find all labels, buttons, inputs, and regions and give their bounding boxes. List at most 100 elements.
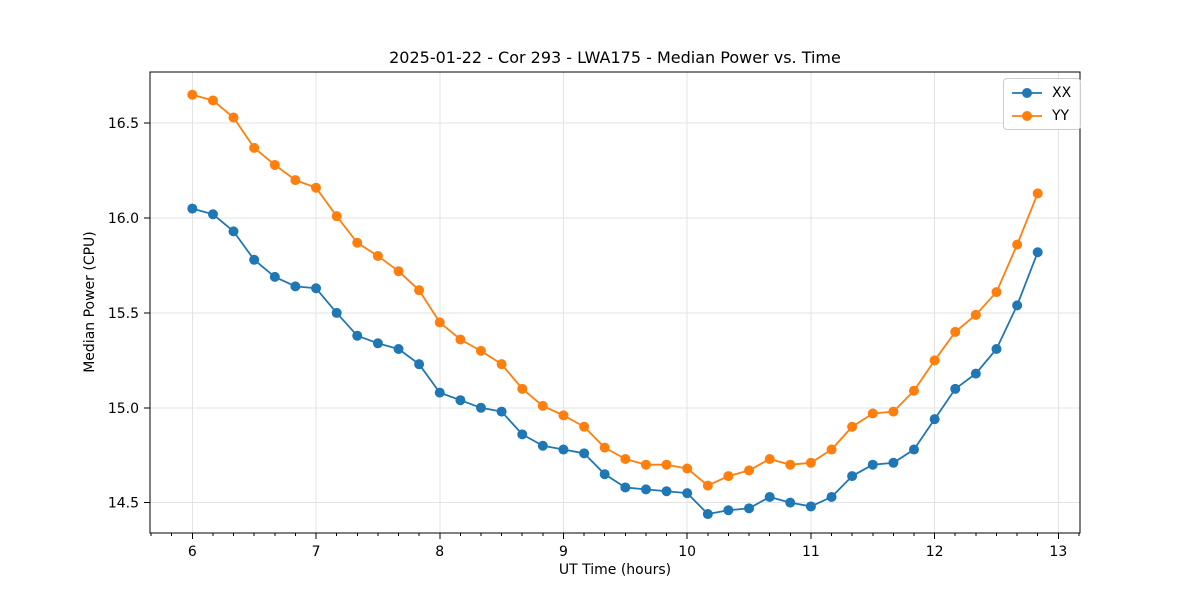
series-xx-marker [847,471,858,482]
series-yy-marker [393,266,404,277]
series-xx-marker [414,359,425,370]
series-yy-marker [414,285,425,296]
x-tick-label: 7 [312,544,321,560]
series-xx-marker [867,459,878,470]
y-tick-label: 16.5 [108,116,139,132]
series-yy-marker [579,421,590,432]
series-xx-marker [805,501,816,512]
x-tick-label: 11 [802,544,820,560]
series-xx-marker [249,254,260,265]
legend-item-yy: YY [1011,105,1071,126]
series-yy-marker [269,159,280,170]
series-xx-marker [826,491,837,502]
series-xx-marker [579,448,590,459]
series-yy-marker [434,317,445,328]
series-yy-marker [950,326,961,337]
series-xx-marker [888,457,899,468]
series-xx-marker [661,486,672,497]
series-xx-marker [950,383,961,394]
series-xx-marker [517,429,528,440]
series-yy-marker [599,442,610,453]
y-tick-label: 14.5 [108,496,139,512]
series-yy-marker [723,471,734,482]
y-tick-label: 15.5 [108,306,139,322]
series-xx-marker [269,271,280,282]
series-yy-marker [496,359,507,370]
series-xx-marker [744,503,755,514]
series-yy-marker [290,175,301,186]
series-xx-marker [228,226,239,237]
series-yy-marker [558,410,569,421]
series-xx-marker [764,491,775,502]
series-xx-marker [434,387,445,398]
series-yy-marker [929,355,940,366]
series-xx-marker [970,368,981,379]
series-xx-marker [785,497,796,508]
series-yy-marker [1012,239,1023,250]
series-yy-marker [249,142,260,153]
series-xx-marker [1032,247,1043,258]
series-yy-marker [785,459,796,470]
series-xx-marker [352,330,363,341]
series-xx-marker [640,484,651,495]
series-xx-marker [290,281,301,292]
plot-border [149,71,1081,534]
series-xx-marker [331,307,342,318]
x-tick-label: 6 [188,544,197,560]
legend: XX YY [1003,78,1082,130]
series-xx-marker [702,509,713,520]
x-tick-label: 10 [678,544,696,560]
series-yy [187,89,1043,491]
series-yy-marker [682,463,693,474]
series-xx-marker [372,338,383,349]
series-xx-marker [929,414,940,425]
series-yy-marker [764,454,775,465]
series-xx-marker [723,505,734,516]
series-yy-marker [620,454,631,465]
series-yy-marker [826,444,837,455]
series-yy-marker [517,383,528,394]
series-xx-marker [311,283,322,294]
series-yy-marker [805,457,816,468]
series-yy-marker [640,459,651,470]
x-tick-label: 12 [926,544,944,560]
series-xx-marker [455,395,466,406]
series-yy-marker [372,251,383,262]
series-yy-marker [228,112,239,123]
x-tick-label: 13 [1049,544,1067,560]
series-xx-marker [682,488,693,499]
series-yy-marker [970,309,981,320]
series-xx-marker [393,343,404,354]
series-yy-marker [991,287,1002,298]
y-axis-label: Median Power (CPU) [82,231,98,373]
series-yy-marker [702,480,713,491]
series-xx [187,203,1043,520]
series-xx-marker [207,209,218,220]
series-yy-marker [455,334,466,345]
series-yy-marker [908,385,919,396]
series-yy-marker [352,237,363,248]
chart-title: 2025-01-22 - Cor 293 - LWA175 - Median P… [389,48,841,67]
series-xx-marker [620,482,631,493]
x-tick-label: 9 [559,544,568,560]
legend-label-xx: XX [1052,84,1072,101]
series-yy-marker [207,95,218,106]
x-tick-label: 8 [435,544,444,560]
legend-label-yy: YY [1052,107,1070,124]
series-yy-marker [537,400,548,411]
series-xx-marker [558,444,569,455]
series-xx-marker [1012,300,1023,311]
series-yy-marker [1032,188,1043,199]
series-xx-marker [599,469,610,480]
series-yy-marker [888,406,899,417]
legend-marker-yy-icon [1012,110,1042,121]
series-xx-line [191,207,1039,515]
series-xx-marker [496,406,507,417]
legend-marker-xx-icon [1012,87,1042,98]
y-tick-label: 15.0 [108,401,139,417]
series-yy-marker [847,421,858,432]
series-xx-marker [475,402,486,413]
series-xx-marker [991,343,1002,354]
